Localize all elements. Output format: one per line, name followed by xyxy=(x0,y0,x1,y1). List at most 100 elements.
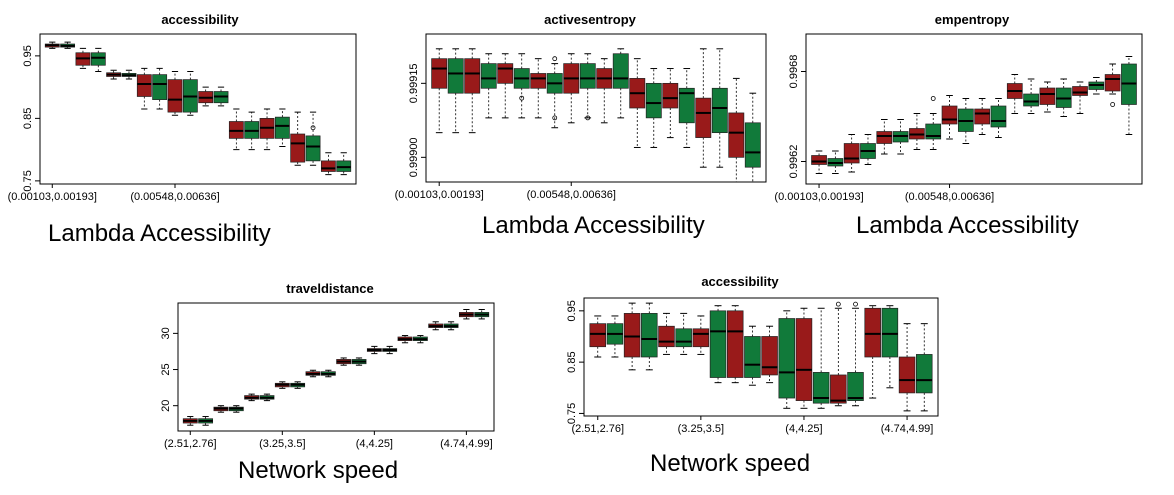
box-19 xyxy=(474,309,490,320)
box-body xyxy=(692,328,710,348)
box-12 xyxy=(228,108,244,151)
box-0 xyxy=(589,315,607,358)
box-12 xyxy=(629,58,646,148)
chart-svg: accessibility 0.75 0.85 0.95 (2.51,2.76] (3.2… xyxy=(566,274,939,435)
box-5 xyxy=(513,53,530,119)
box-15 xyxy=(412,335,428,344)
y-tick-label: 0.99900 xyxy=(408,137,420,177)
box-16 xyxy=(864,305,881,399)
box-6 xyxy=(530,58,547,119)
box-11 xyxy=(612,48,629,119)
x-tick-label: (0.00103,0.00193] xyxy=(395,189,484,201)
box-6 xyxy=(136,67,152,110)
box-8 xyxy=(305,369,321,378)
outlier-point xyxy=(552,115,558,121)
y-tick-label: 0.75 xyxy=(22,170,34,191)
box-body xyxy=(744,122,761,168)
x-tick-label: (4,4.25] xyxy=(785,423,822,435)
box-16 xyxy=(290,111,306,166)
box-body xyxy=(641,313,658,358)
box-8 xyxy=(167,71,183,116)
box-body xyxy=(847,372,864,401)
box-body xyxy=(941,105,958,125)
box-body xyxy=(864,307,881,358)
plot-frame xyxy=(805,33,1143,185)
box-body xyxy=(167,79,183,113)
box-2 xyxy=(843,134,860,173)
box-7 xyxy=(152,67,168,110)
box-18 xyxy=(898,323,916,412)
box-3 xyxy=(228,405,244,413)
box-19 xyxy=(336,152,352,176)
box-19 xyxy=(915,323,933,412)
x-tick-label: (0.00103,0.00193] xyxy=(774,191,863,203)
box-14 xyxy=(830,301,847,407)
box-body xyxy=(876,131,893,144)
box-17 xyxy=(1088,77,1105,95)
box-body xyxy=(645,82,662,119)
box-1 xyxy=(827,150,844,174)
box-3 xyxy=(480,53,497,119)
box-3 xyxy=(860,134,876,165)
plot-frame xyxy=(425,33,767,183)
plot-frame xyxy=(583,297,939,417)
box-4 xyxy=(658,312,675,355)
box-15 xyxy=(678,68,695,148)
y-tick-label: 0.9968 xyxy=(788,55,800,89)
box-body xyxy=(612,53,629,89)
y-tick-label: 20 xyxy=(160,400,172,412)
box-body xyxy=(447,58,464,94)
x-axis-label-panel-4: Network speed xyxy=(650,450,811,477)
box-8 xyxy=(563,53,580,124)
box-17 xyxy=(443,321,459,331)
outlier-point xyxy=(552,56,558,62)
box-3 xyxy=(90,47,106,72)
box-4 xyxy=(244,393,260,402)
box-4 xyxy=(106,69,122,80)
box-16 xyxy=(428,321,444,331)
box-0 xyxy=(182,416,198,426)
box-13 xyxy=(382,345,398,355)
y-tick-label: 0.95 xyxy=(22,45,34,66)
box-body xyxy=(675,328,692,348)
box-body xyxy=(728,112,745,158)
chart-svg: accessibility 0.75 0.85 0.95 (0.00103,0.0019… xyxy=(8,12,357,203)
box-11 xyxy=(778,310,796,409)
box-0 xyxy=(431,48,448,134)
box-11 xyxy=(351,357,367,366)
box-2 xyxy=(75,47,91,69)
outlier-point xyxy=(1110,102,1116,107)
box-body xyxy=(274,116,290,139)
box-body xyxy=(623,313,641,358)
outlier-point xyxy=(930,96,936,101)
box-body xyxy=(843,143,860,164)
box-body xyxy=(974,108,991,125)
box-body xyxy=(811,155,827,165)
box-7 xyxy=(925,96,942,150)
box-2 xyxy=(464,48,481,134)
box-1 xyxy=(606,315,624,358)
outlier-point xyxy=(310,125,316,131)
box-body xyxy=(290,133,306,163)
box-18 xyxy=(1104,63,1121,107)
chart-title: empentropy xyxy=(935,12,1010,27)
box-13 xyxy=(1023,78,1039,114)
chart-title: traveldistance xyxy=(286,281,373,296)
box-9 xyxy=(957,98,974,144)
box-body xyxy=(1072,86,1088,96)
box-13 xyxy=(812,307,830,409)
x-axis-label-panel-1: Lambda Accessibility xyxy=(482,212,705,239)
plot-frame xyxy=(177,302,495,432)
box-5 xyxy=(675,312,692,355)
box-body xyxy=(152,74,168,100)
box-11 xyxy=(990,98,1007,138)
outlier-point xyxy=(835,301,841,307)
x-tick-label: (0.00548,0.00636] xyxy=(130,191,219,203)
box-body xyxy=(530,73,547,89)
box-0 xyxy=(811,150,827,174)
box-7 xyxy=(709,305,727,384)
box-body xyxy=(579,63,596,89)
box-body xyxy=(915,354,933,394)
box-10 xyxy=(974,98,991,135)
box-body xyxy=(678,87,695,124)
